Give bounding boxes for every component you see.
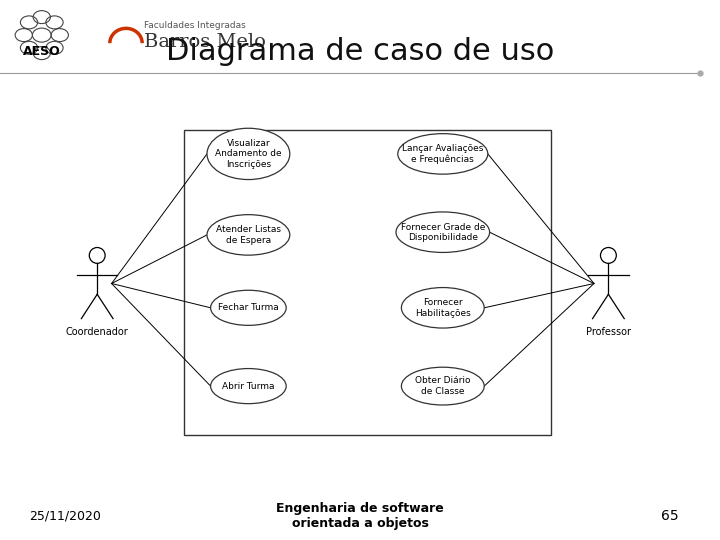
Text: Atender Listas
de Espera: Atender Listas de Espera [216, 225, 281, 245]
Ellipse shape [402, 287, 484, 328]
Ellipse shape [396, 212, 490, 253]
Text: Coordenador: Coordenador [66, 327, 129, 337]
Text: Lançar Avaliações
e Frequências: Lançar Avaliações e Frequências [402, 144, 484, 164]
Ellipse shape [207, 215, 289, 255]
Ellipse shape [397, 134, 488, 174]
FancyBboxPatch shape [184, 130, 551, 435]
Text: 65: 65 [661, 509, 678, 523]
Text: 25/11/2020: 25/11/2020 [29, 509, 101, 522]
Ellipse shape [402, 367, 484, 405]
Ellipse shape [600, 247, 616, 264]
Text: Engenharia de software
orientada a objetos: Engenharia de software orientada a objet… [276, 502, 444, 530]
Ellipse shape [210, 368, 287, 404]
Text: Fornecer Grade de
Disponibilidade: Fornecer Grade de Disponibilidade [400, 222, 485, 242]
Text: Professor: Professor [586, 327, 631, 337]
Text: AESO: AESO [23, 45, 60, 58]
Text: Fechar Turma: Fechar Turma [218, 303, 279, 312]
Text: Barros Melo: Barros Melo [144, 32, 266, 51]
Text: Faculdades Integradas: Faculdades Integradas [143, 22, 246, 30]
Text: Diagrama de caso de uso: Diagrama de caso de uso [166, 37, 554, 66]
Text: Visualizar
Andamento de
Inscrições: Visualizar Andamento de Inscrições [215, 139, 282, 169]
Text: Obter Diário
de Classe: Obter Diário de Classe [415, 376, 471, 396]
Text: Abrir Turma: Abrir Turma [222, 382, 274, 390]
Text: Fornecer
Habilitações: Fornecer Habilitações [415, 298, 471, 318]
Ellipse shape [89, 247, 105, 264]
Ellipse shape [207, 129, 289, 179]
Ellipse shape [210, 291, 287, 325]
